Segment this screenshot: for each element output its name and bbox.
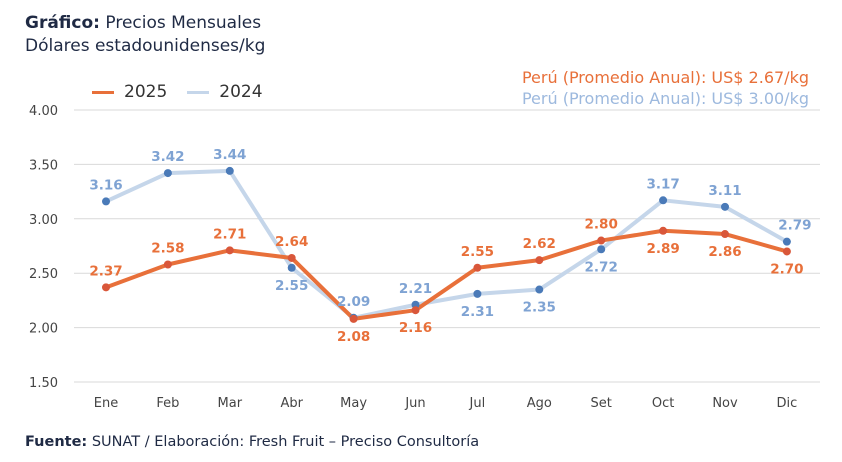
data-label-2024: 2.55 [275,278,308,294]
data-point-2024 [597,245,606,254]
legend-label: 2024 [219,82,263,102]
data-point-2024 [163,169,172,178]
title-bold: Gráfico: [25,13,100,33]
legend-swatch-2025 [92,90,114,94]
legend-label: 2025 [124,82,168,102]
data-label-2025: 2.55 [461,244,494,260]
x-tick-label: Set [591,396,612,411]
data-point-2025 [535,256,544,265]
x-tick-label: Ago [527,396,552,411]
source-note: Fuente: SUNAT / Elaboración: Fresh Fruit… [25,434,479,450]
data-label-2025: 2.71 [213,226,246,242]
x-tick-label: Feb [156,396,179,411]
data-label-2024: 2.31 [461,304,494,320]
data-point-2024 [287,263,296,272]
x-tick-label: Oct [652,396,674,411]
data-point-2025 [411,306,420,315]
data-point-2025 [349,314,358,323]
data-point-2024 [659,196,668,205]
x-tick-label: May [340,396,367,411]
data-label-2024: 3.17 [646,176,679,192]
series-line-2025 [105,228,788,321]
y-tick-label: 1.50 [29,376,58,391]
average-2025: Perú (Promedio Anual): US$ 2.67/kg [521,68,809,87]
series-line-2024 [105,168,788,320]
average-2024: Perú (Promedio Anual): US$ 3.00/kg [521,89,809,108]
data-point-2025 [782,247,791,256]
data-point-2025 [102,283,110,292]
chart-title: Gráfico: Precios Mensuales Dólares estad… [25,12,265,58]
x-tick-label: Jun [404,396,425,411]
data-point-2025 [163,260,172,269]
x-tick-label: Nov [712,396,738,411]
x-tick-label: Dic [777,396,798,411]
subtitle: Dólares estadounidenses/kg [25,36,266,56]
data-point-2024 [721,202,729,211]
data-point-2024 [225,166,234,175]
legend: 2025 2024 [92,82,283,102]
x-tick-label: Jul [469,396,486,411]
legend-swatch-2024 [187,90,210,94]
title-rest: Precios Mensuales [105,13,262,33]
data-label-2025: 2.08 [337,329,370,345]
data-point-2024 [535,285,544,294]
data-point-2025 [597,236,606,245]
data-label-2024: 3.11 [708,183,741,199]
data-label-2024: 2.35 [523,300,556,316]
data-label-2025: 2.70 [770,261,803,277]
x-tick-label: Ene [94,396,118,411]
y-tick-label: 4.00 [29,104,58,119]
legend-item-2024: 2024 [187,82,263,102]
data-label-2024: 2.09 [337,294,370,310]
x-tick-label: Abr [280,396,303,411]
data-label-2025: 2.37 [89,263,122,279]
source-text: SUNAT / Elaboración: Fresh Fruit – Preci… [91,434,480,450]
data-point-2024 [473,289,482,298]
x-tick-label: Mar [218,396,243,411]
data-label-2025: 2.64 [275,234,308,250]
y-tick-label: 2.50 [29,267,58,282]
data-label-2024: 2.21 [399,281,432,297]
source-bold: Fuente: [25,434,88,450]
data-point-2024 [782,237,791,246]
data-point-2024 [102,197,110,206]
data-label-2025: 2.80 [585,217,618,233]
y-tick-label: 2.00 [29,322,58,337]
data-point-2025 [225,246,234,255]
data-label-2025: 2.89 [646,241,679,257]
data-label-2025: 2.58 [151,240,184,256]
data-label-2024: 3.42 [151,149,184,165]
data-point-2025 [473,263,482,272]
data-point-2025 [721,230,729,239]
data-label-2025: 2.86 [708,244,741,260]
data-label-2024: 3.16 [89,177,122,193]
data-point-2025 [659,226,668,235]
data-point-2025 [287,253,296,262]
data-label-2025: 2.16 [399,320,432,336]
y-tick-label: 3.00 [29,213,58,228]
data-label-2024: 2.72 [585,259,618,275]
legend-item-2025: 2025 [92,82,167,102]
data-label-2024: 2.79 [778,218,811,234]
y-tick-label: 3.50 [29,158,58,173]
data-label-2025: 2.62 [523,236,556,252]
data-label-2024: 3.44 [213,147,246,163]
